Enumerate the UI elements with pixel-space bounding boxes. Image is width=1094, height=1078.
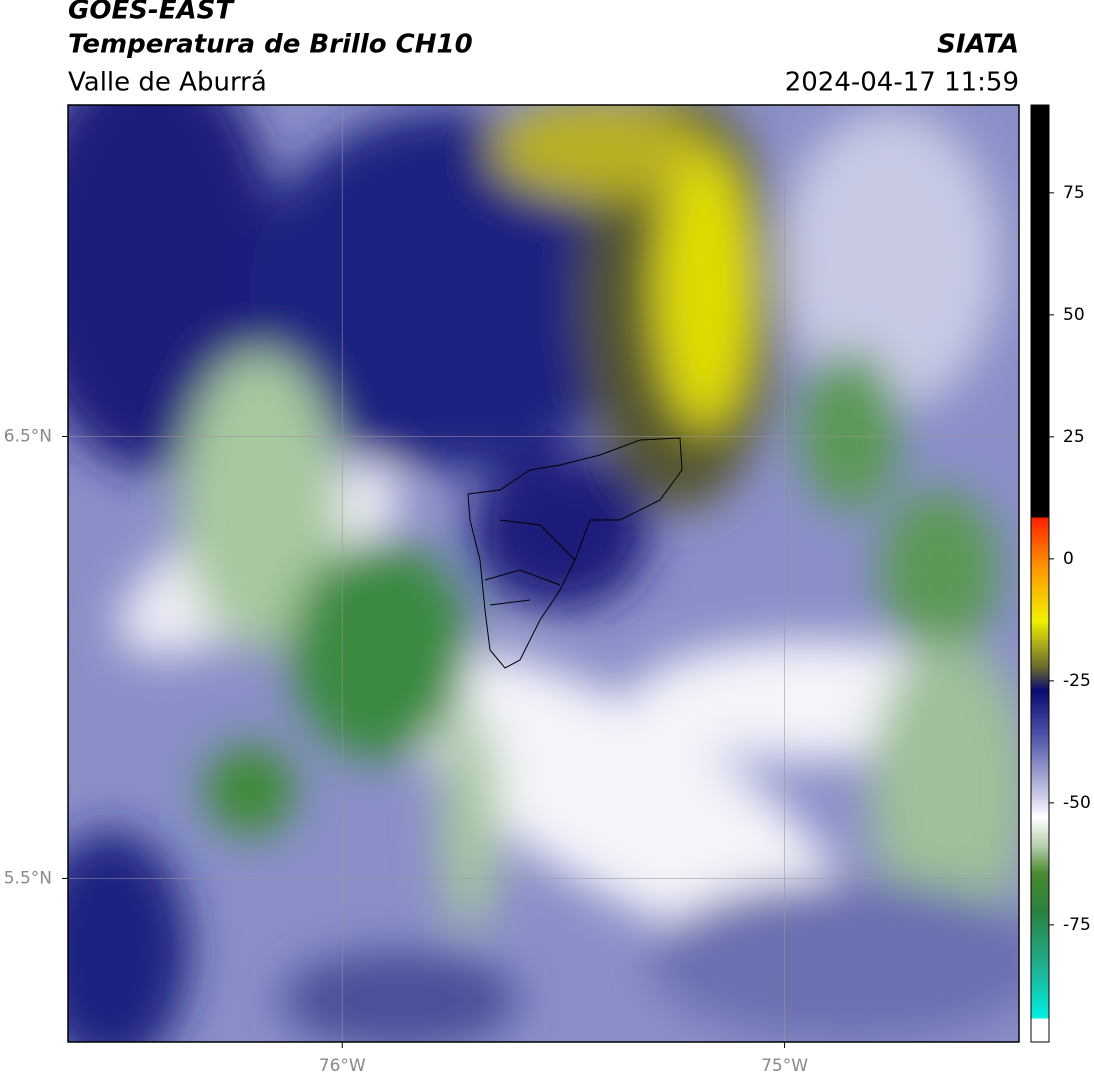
lon-label: 75°W (761, 1056, 808, 1076)
source: SIATA (937, 30, 1019, 60)
map-frame (67, 104, 1020, 1043)
colorbar-label: -75 (1063, 915, 1091, 935)
satellite: GOES-EAST (68, 0, 235, 26)
lon-label: 76°W (319, 1056, 366, 1076)
lat-label: 5.5°N (4, 868, 52, 888)
region-boundary (467, 437, 683, 669)
title: Temperatura de Brillo CH10 (68, 30, 473, 60)
colorbar-label: -50 (1063, 793, 1091, 813)
satellite-image (68, 105, 1019, 1042)
colorbar (1030, 104, 1050, 1043)
lat-label: 6.5°N (4, 426, 52, 446)
colorbar-label: 0 (1063, 549, 1074, 569)
colorbar-label: 75 (1063, 183, 1085, 203)
colorbar-label: 25 (1063, 427, 1085, 447)
region: Valle de Aburrá (68, 68, 267, 98)
colorbar-label: -25 (1063, 671, 1091, 691)
colorbar-label: 50 (1063, 305, 1085, 325)
datetime: 2024-04-17 11:59 (785, 68, 1019, 98)
